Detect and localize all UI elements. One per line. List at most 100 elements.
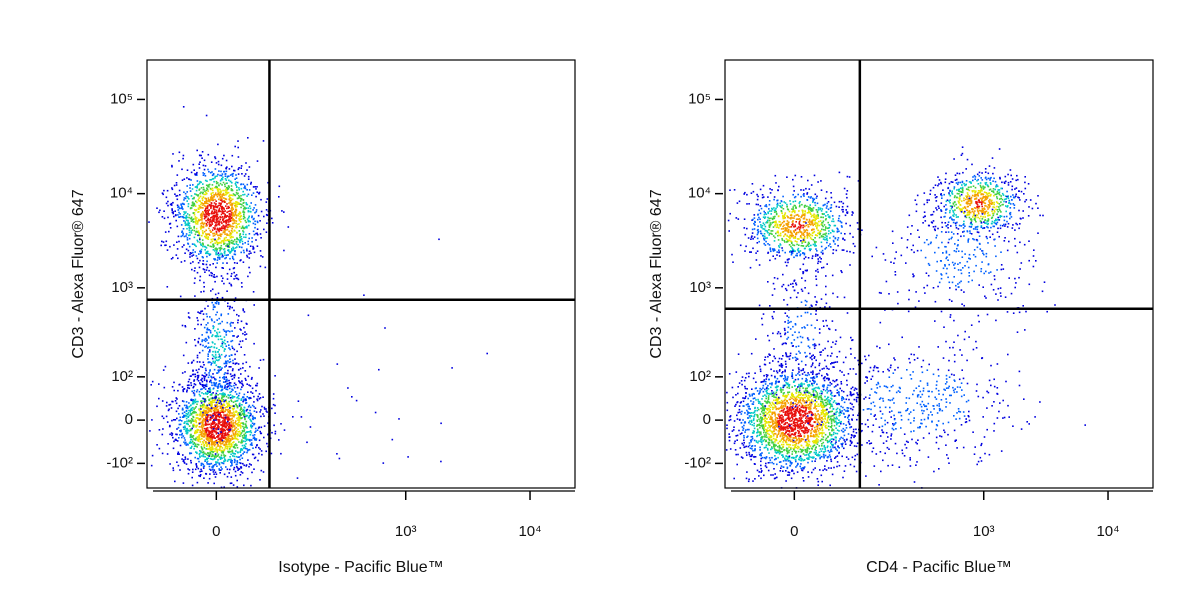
event-dot	[791, 221, 794, 223]
event-dot	[207, 414, 210, 416]
event-dot	[191, 476, 193, 479]
event-dot	[228, 433, 230, 436]
event-dot	[239, 415, 241, 417]
event-dot	[213, 368, 216, 371]
event-dot	[242, 408, 245, 411]
event-dot	[196, 257, 199, 260]
event-dot	[226, 409, 229, 411]
event-dot	[226, 372, 228, 375]
event-dot	[233, 278, 235, 280]
event-dot	[186, 200, 188, 202]
event-dot	[229, 234, 231, 237]
event-dot	[750, 238, 752, 240]
event-dot	[228, 308, 231, 310]
event-dot	[190, 179, 192, 181]
event-dot	[283, 429, 286, 431]
event-dot	[765, 205, 768, 208]
event-dot	[225, 383, 228, 385]
event-dot	[223, 170, 225, 173]
event-dot	[230, 439, 232, 441]
event-dot	[252, 248, 254, 250]
event-dot	[169, 463, 171, 465]
event-dot	[851, 214, 853, 216]
event-dot	[219, 256, 221, 259]
event-dot	[190, 438, 193, 441]
event-dot	[259, 397, 262, 399]
event-dot	[215, 200, 217, 202]
event-dot	[809, 206, 811, 209]
event-dot	[797, 231, 800, 234]
event-dot	[185, 404, 188, 407]
event-dot	[239, 215, 241, 218]
event-dot	[234, 202, 236, 205]
event-dot	[178, 207, 181, 210]
event-dot	[221, 400, 223, 402]
event-dot	[221, 178, 224, 181]
event-dot	[224, 355, 226, 358]
event-dot	[214, 354, 217, 356]
event-dot	[815, 216, 817, 218]
event-dot	[217, 394, 219, 396]
event-dot	[804, 229, 807, 232]
event-dot	[196, 361, 199, 363]
event-dot	[754, 221, 756, 224]
event-dot	[845, 209, 847, 211]
event-dot	[166, 249, 169, 251]
event-dot	[209, 381, 211, 383]
event-dot	[210, 432, 212, 435]
event-dot	[816, 226, 818, 229]
event-dot	[803, 252, 806, 255]
event-dot	[223, 454, 225, 456]
event-dot	[239, 432, 241, 434]
event-dot	[780, 210, 783, 213]
event-dot	[218, 419, 221, 421]
event-dot	[758, 209, 760, 212]
event-dot	[215, 456, 217, 458]
event-dot	[225, 422, 228, 424]
event-dot	[206, 396, 209, 398]
event-dot	[772, 249, 774, 252]
event-dot	[246, 448, 248, 450]
event-dot	[199, 365, 202, 368]
event-dot	[238, 415, 240, 418]
event-dot	[212, 428, 215, 430]
event-dot	[222, 392, 224, 394]
event-dot	[180, 224, 183, 226]
event-dot	[214, 383, 216, 386]
event-dot	[259, 448, 261, 450]
event-dot	[801, 203, 803, 206]
event-dot	[813, 240, 816, 243]
event-dot	[229, 224, 232, 227]
event-dot	[242, 409, 244, 412]
event-dot	[242, 249, 245, 252]
event-dot	[239, 233, 241, 236]
event-dot	[227, 245, 229, 248]
event-dot	[802, 212, 804, 214]
event-dot	[225, 441, 227, 444]
event-dot	[213, 321, 216, 323]
event-dot	[181, 206, 183, 209]
event-dot	[217, 415, 220, 418]
event-dot	[219, 197, 221, 199]
event-dot	[212, 189, 214, 192]
event-dot	[205, 369, 207, 372]
event-dot	[170, 407, 173, 409]
event-dot	[274, 375, 276, 377]
event-dot	[213, 234, 216, 237]
event-dot	[189, 262, 192, 265]
event-dot	[297, 400, 300, 402]
event-dot	[215, 347, 218, 349]
event-dot	[223, 414, 225, 416]
event-dot	[803, 235, 806, 238]
event-dot	[226, 447, 228, 450]
event-dot	[222, 207, 225, 209]
event-dot	[213, 239, 216, 242]
event-dot	[202, 463, 205, 466]
event-dot	[223, 197, 225, 199]
event-dot	[214, 396, 216, 398]
event-dot	[184, 197, 187, 200]
event-dot	[234, 474, 237, 477]
event-dot	[214, 453, 217, 455]
event-dot	[213, 418, 215, 421]
event-dot	[228, 437, 230, 440]
